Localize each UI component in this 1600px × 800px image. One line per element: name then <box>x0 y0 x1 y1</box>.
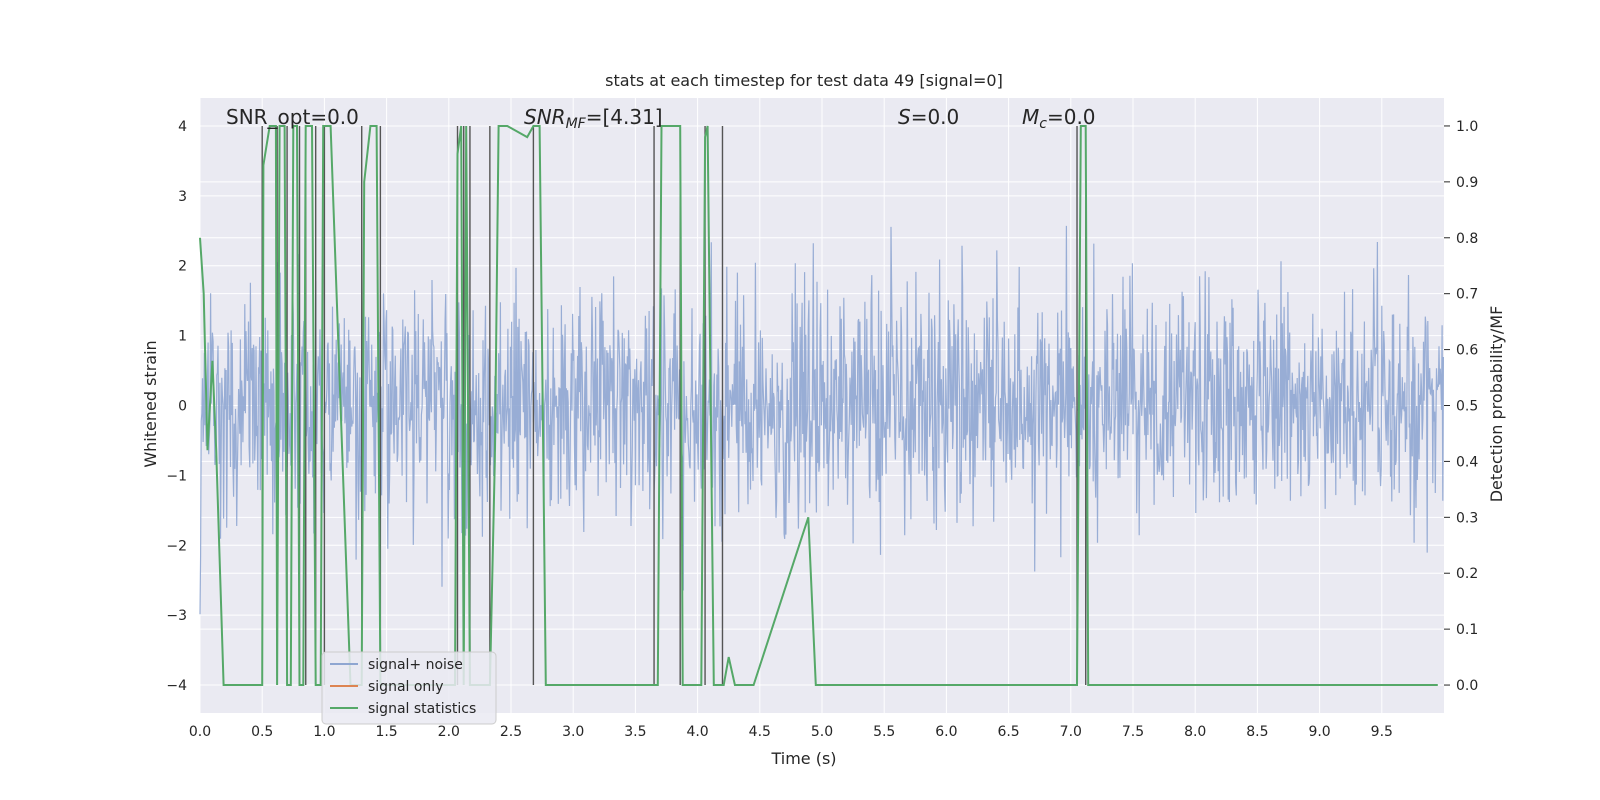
x-tick-label: 0.5 <box>251 724 273 740</box>
annotation-s: S=0.0 <box>898 105 959 129</box>
annotations: SNR_opt=0.0 SNRMF=[4.31] S=0.0 Mc=0.0 <box>226 105 1096 132</box>
y2-tick-label: 0.7 <box>1456 287 1478 303</box>
y-axis-label: Whitened strain <box>141 340 160 467</box>
x-tick-label: 1.5 <box>375 724 397 740</box>
y2-tick-label: 0.9 <box>1456 175 1478 191</box>
legend-entry-noise: signal+ noise <box>368 657 463 673</box>
y-tick-label: 3 <box>178 189 187 205</box>
legend: signal+ noise signal only signal statist… <box>321 651 497 725</box>
y-tick-label: −1 <box>166 468 187 484</box>
y2-tick-label: 0.6 <box>1456 343 1478 359</box>
x-tick-label: 6.0 <box>935 724 957 740</box>
x-tick-label: 7.5 <box>1122 724 1144 740</box>
y-axis-ticks: −4 −3 −2 −1 0 1 2 3 4 <box>166 119 187 694</box>
y2-tick-label: 1.0 <box>1456 119 1478 135</box>
y2-axis-label: Detection probability/MF <box>1487 306 1506 503</box>
legend-box <box>321 651 497 725</box>
x-tick-label: 6.5 <box>997 724 1019 740</box>
annotation-mc: Mc=0.0 <box>1022 105 1096 132</box>
y2-tick-label: 0.3 <box>1456 510 1478 526</box>
y2-tick-label: 0.8 <box>1456 231 1478 247</box>
annotation-snr-opt: SNR_opt=0.0 <box>226 105 359 129</box>
x-tick-label: 2.0 <box>438 724 460 740</box>
x-axis-ticks: 0.0 0.5 1.0 1.5 2.0 2.5 3.0 3.5 4.0 4.5 5.0 5.5 6.0 6… <box>189 724 1393 740</box>
y2-tick-label: 0.1 <box>1456 622 1478 638</box>
y2-tick-label: 0.2 <box>1456 566 1478 582</box>
x-tick-label: 4.5 <box>749 724 771 740</box>
noise-line <box>199 225 1444 615</box>
x-tick-label: 4.0 <box>686 724 708 740</box>
y-tick-label: 4 <box>178 119 187 135</box>
y-tick-label: −2 <box>166 538 187 554</box>
y-tick-label: 0 <box>178 399 187 415</box>
x-tick-label: 8.5 <box>1246 724 1268 740</box>
x-tick-label: 1.0 <box>313 724 335 740</box>
x-tick-label: 9.5 <box>1371 724 1393 740</box>
y-tick-label: −3 <box>166 608 187 624</box>
x-tick-label: 7.0 <box>1060 724 1082 740</box>
x-tick-label: 3.0 <box>562 724 584 740</box>
x-tick-label: 0.0 <box>189 724 211 740</box>
x-axis-label: Time (s) <box>770 749 836 768</box>
y2-tick-label: 0.5 <box>1456 399 1478 415</box>
x-tick-label: 2.5 <box>500 724 522 740</box>
chart-title: stats at each timestep for test data 49 … <box>605 71 1003 90</box>
legend-entry-signal: signal only <box>368 679 443 695</box>
y-tick-label: 1 <box>178 329 187 345</box>
x-tick-label: 9.0 <box>1308 724 1330 740</box>
noise-series <box>199 225 1444 615</box>
x-tick-label: 3.5 <box>624 724 646 740</box>
y-tick-label: −4 <box>166 678 187 694</box>
annotation-snr-mf: SNRMF=[4.31] <box>524 105 663 132</box>
x-tick-label: 5.0 <box>811 724 833 740</box>
y2-tick-label: 0.4 <box>1456 454 1478 470</box>
x-tick-label: 5.5 <box>873 724 895 740</box>
y2-axis-ticks: 0.0 0.1 0.2 0.3 0.4 0.5 0.6 0.7 0.8 0.9 1.0 <box>1444 119 1478 694</box>
x-tick-label: 8.0 <box>1184 724 1206 740</box>
y-tick-label: 2 <box>178 259 187 275</box>
y2-tick-label: 0.0 <box>1456 678 1478 694</box>
legend-entry-stats: signal statistics <box>368 701 476 717</box>
